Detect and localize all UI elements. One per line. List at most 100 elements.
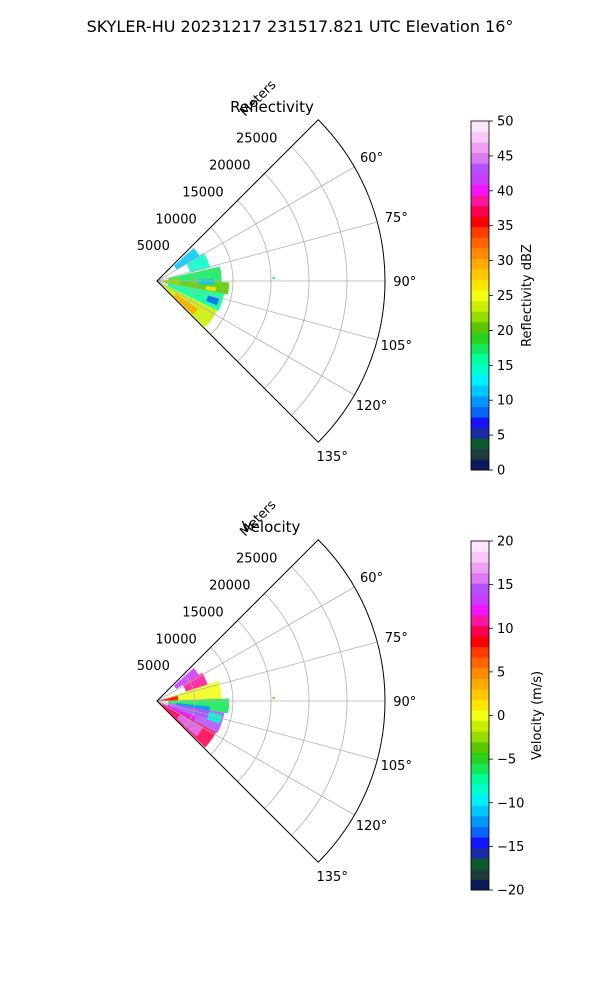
range-tick-label: 20000	[209, 159, 250, 174]
reflectivity-colorbar-tick-labels: 0 5 10 15 20 25 30 35 40 45 50	[497, 115, 514, 479]
colorbar-swatch	[471, 604, 489, 616]
range-tick-label: 25000	[236, 552, 277, 567]
colorbar-swatch	[471, 625, 489, 637]
reflectivity-plot-title: Reflectivity	[230, 98, 314, 116]
echo-region	[198, 279, 214, 285]
colorbar-swatch	[471, 321, 489, 333]
echo-region	[206, 712, 223, 724]
colorbar-swatch	[471, 152, 489, 164]
colorbar-swatch	[471, 572, 489, 584]
colorbar-tick-label: 35	[497, 219, 514, 234]
colorbar-swatch	[471, 121, 489, 132]
colorbar-swatch	[471, 332, 489, 344]
colorbar-swatch	[471, 752, 489, 764]
azimuth-gridline	[156, 221, 378, 282]
azimuth-gridline	[156, 586, 355, 702]
colorbar-swatch	[471, 226, 489, 238]
colorbar-swatch	[471, 826, 489, 838]
colorbar-swatch	[471, 583, 489, 595]
colorbar-swatch	[471, 269, 489, 281]
reflectivity-colorbar-label: Reflectivity dBZ	[520, 244, 535, 347]
colorbar-swatch	[471, 258, 489, 270]
colorbar-swatch	[471, 794, 489, 806]
colorbar-tick-label: 15	[497, 578, 514, 593]
velocity-echo-layer	[158, 667, 275, 748]
colorbar-swatch	[471, 395, 489, 407]
colorbar-swatch	[471, 636, 489, 648]
reflectivity-echo-layer	[159, 247, 275, 328]
colorbar-swatch	[471, 615, 489, 627]
colorbar-swatch	[471, 815, 489, 827]
reflectivity-azimuth-tick-labels: 60° 75° 90° 105° 120° 135°	[317, 151, 417, 465]
velocity-plot-title: Velocity	[242, 518, 301, 536]
colorbar-swatch	[471, 184, 489, 196]
range-tick-label: 15000	[182, 185, 223, 200]
colorbar-swatch	[471, 311, 489, 323]
colorbar-swatch	[471, 385, 489, 397]
colorbar-swatch	[471, 689, 489, 701]
colorbar-tick-label: 0	[497, 464, 505, 479]
echo-region	[173, 247, 200, 270]
colorbar-tick-label: −5	[497, 753, 516, 768]
azimuth-gridline	[156, 166, 355, 282]
colorbar-swatch	[471, 343, 489, 355]
azimuth-gridline	[156, 641, 378, 702]
colorbar-tick-label: −10	[497, 796, 524, 811]
colorbar-tick-label: 5	[497, 429, 505, 444]
colorbar-swatch	[471, 448, 489, 460]
echo-region	[159, 695, 179, 701]
velocity-range-tick-labels: 5000 10000 15000 20000 25000	[137, 552, 278, 674]
colorbar-tick-label: 20	[497, 535, 514, 550]
echo-region	[167, 283, 225, 311]
colorbar-swatch	[471, 290, 489, 302]
range-tick-label: 20000	[209, 579, 250, 594]
echo-region	[176, 714, 204, 737]
azimuth-tick-label: 135°	[317, 450, 348, 465]
azimuth-tick-label: 90°	[393, 275, 416, 290]
azimuth-gridline	[156, 280, 378, 341]
sector-frame	[156, 539, 386, 863]
colorbar-tick-label: 50	[497, 115, 514, 130]
colorbar-tick-label: 30	[497, 254, 514, 269]
velocity-grid	[156, 539, 386, 863]
colorbar-swatch	[471, 646, 489, 658]
colorbar-swatch	[471, 720, 489, 732]
colorbar-swatch	[471, 142, 489, 154]
colorbar-swatch	[471, 784, 489, 796]
echo-region	[173, 667, 199, 689]
echo-region	[173, 293, 198, 315]
reflectivity-grid	[156, 119, 386, 443]
colorbar-swatch	[471, 374, 489, 386]
colorbar-swatch	[471, 805, 489, 817]
colorbar-swatch	[471, 427, 489, 439]
colorbar-swatch	[471, 279, 489, 291]
azimuth-tick-label: 105°	[381, 339, 412, 354]
colorbar-tick-label: 5	[497, 665, 505, 680]
colorbar-swatch	[471, 131, 489, 143]
colorbar-swatch	[471, 406, 489, 418]
range-tick-label: 10000	[155, 212, 196, 227]
colorbar-swatch	[471, 710, 489, 722]
colorbar-swatch	[471, 593, 489, 605]
colorbar-swatch	[471, 364, 489, 376]
echo-region	[272, 276, 275, 279]
azimuth-tick-label: 60°	[360, 571, 383, 586]
azimuth-tick-label: 60°	[360, 151, 383, 166]
azimuth-tick-label: 105°	[381, 759, 412, 774]
colorbar-tick-label: 25	[497, 289, 514, 304]
velocity-azimuth-tick-labels: 60° 75° 90° 105° 120° 135°	[317, 571, 417, 885]
azimuth-tick-label: 120°	[356, 399, 387, 414]
colorbar-swatch	[471, 163, 489, 175]
colorbar-swatch	[471, 678, 489, 690]
colorbar-tick-label: 10	[497, 622, 514, 637]
colorbar-swatch	[471, 837, 489, 849]
figure-title: SKYLER-HU 20231217 231517.821 UTC Elevat…	[87, 17, 514, 36]
colorbar-swatch	[471, 868, 489, 880]
azimuth-gridline	[156, 700, 378, 761]
reflectivity-range-tick-labels: 5000 10000 15000 20000 25000	[137, 132, 278, 254]
range-tick-label: 5000	[137, 239, 170, 254]
colorbar-tick-label: 15	[497, 359, 514, 374]
azimuth-tick-label: 75°	[385, 631, 408, 646]
colorbar-swatch	[471, 847, 489, 859]
